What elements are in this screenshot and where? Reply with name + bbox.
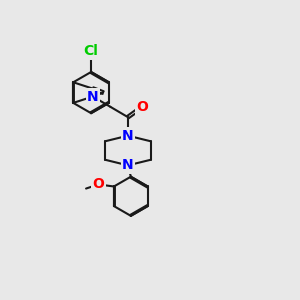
Text: N: N bbox=[122, 129, 134, 143]
Text: O: O bbox=[136, 100, 148, 114]
Text: N: N bbox=[87, 89, 99, 103]
Text: N: N bbox=[122, 158, 134, 172]
Text: O: O bbox=[92, 177, 104, 191]
Text: Cl: Cl bbox=[84, 44, 98, 58]
